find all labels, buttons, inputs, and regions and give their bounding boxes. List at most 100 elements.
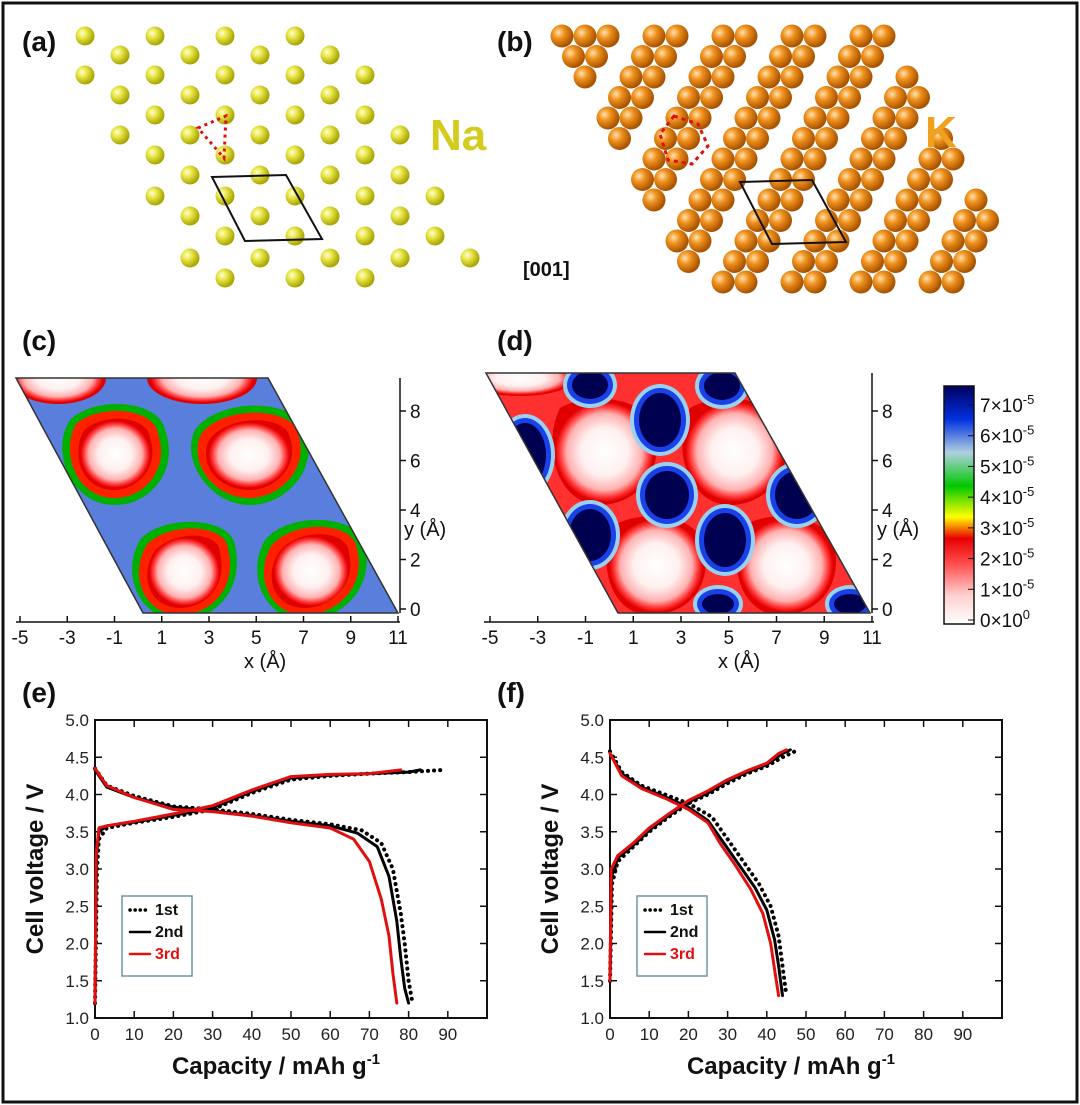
- colorbar-tick-label: 2×10-5: [980, 546, 1034, 571]
- legend-label-2nd: 2nd: [670, 924, 698, 941]
- k-atom: [792, 45, 815, 68]
- y-tick-label: 2.5: [65, 897, 89, 916]
- colorbar-tick-label: 7×10-5: [980, 392, 1034, 417]
- k-atom: [769, 209, 792, 232]
- k-atom: [976, 209, 999, 232]
- na-unit-cell: [210, 173, 324, 243]
- na-atom: [285, 268, 305, 288]
- k-atom: [642, 188, 666, 212]
- na-atom: [425, 226, 445, 246]
- k-atom: [895, 188, 919, 212]
- d-x-tick-label: 5: [723, 628, 734, 649]
- x-tick-label: 90: [953, 1025, 972, 1044]
- k-atom: [838, 168, 861, 191]
- k-unit-cell: [738, 178, 848, 246]
- na-atom: [215, 226, 235, 246]
- k-atom: [907, 86, 930, 109]
- c-x-tick-label: 1: [156, 628, 167, 649]
- k-atom: [884, 209, 907, 232]
- na-atom: [390, 125, 410, 145]
- series-3rd-line: [608, 752, 781, 998]
- k-lattice: [550, 24, 999, 294]
- k-atom: [711, 270, 735, 294]
- k-atom: [780, 270, 804, 294]
- k-atom: [895, 106, 919, 130]
- colorbar: 7×10-5 6×10-5 5×10-5 4×10-5 3×10-5 2×10-5 1×10…: [943, 385, 1034, 632]
- k-atom: [815, 250, 838, 273]
- d-x-tick-label: 1: [628, 628, 639, 649]
- na-element-label: Na: [430, 111, 487, 160]
- x-tick-label: 0: [90, 1025, 99, 1044]
- c-x-tick-label: -1: [106, 628, 123, 649]
- na-atom: [145, 65, 165, 85]
- y-axis-label: Cell voltage / V: [22, 784, 49, 955]
- na-atom: [180, 248, 200, 268]
- na-atom: [180, 165, 200, 185]
- k-atom: [826, 229, 850, 253]
- d-x-axis-label: x (Å): [718, 650, 760, 673]
- k-atom: [596, 24, 620, 48]
- k-atom: [573, 65, 597, 89]
- chart-e: 0 10 20 30 40 50 60 70 80 90 1.0 1.5 2.0 2.5 3.0 3.5 4.0…: [22, 711, 488, 1080]
- k-atom: [803, 147, 827, 171]
- x-tick-label: 90: [438, 1025, 457, 1044]
- na-lattice: [75, 26, 480, 288]
- direction-label: [001]: [523, 259, 570, 281]
- k-atom: [849, 65, 873, 89]
- k-atom: [688, 65, 712, 89]
- na-atom: [355, 226, 375, 246]
- density-hole: [702, 594, 734, 613]
- k-atom: [918, 147, 942, 171]
- d-x-tick-label: -5: [482, 628, 499, 649]
- k-atom: [930, 168, 953, 191]
- k-atom: [757, 229, 781, 253]
- na-atom: [215, 26, 235, 46]
- panel-a-label: (a): [22, 26, 56, 57]
- density-hole: [704, 513, 746, 567]
- d-x-tick-label: -3: [529, 628, 546, 649]
- k-atom: [711, 188, 735, 212]
- k-atom: [861, 250, 884, 273]
- k-atom: [780, 188, 804, 212]
- k-atom: [677, 250, 700, 273]
- k-atom: [631, 86, 654, 109]
- legend-label-3rd: 3rd: [155, 946, 180, 963]
- panel-b-label: (b): [497, 26, 533, 57]
- k-atom: [596, 106, 620, 130]
- k-atom: [826, 65, 850, 89]
- k-atom: [723, 168, 746, 191]
- k-atom: [941, 147, 965, 171]
- panel-d-label: (d): [497, 325, 533, 356]
- c-x-tick-label: -3: [59, 628, 76, 649]
- panel-f: (f) 0 10 20 30 40 50 60 70 80 90 1.0 1.5 2.0 2.5 3.0 3.…: [497, 677, 1003, 1080]
- c-x-tick-label: 3: [204, 628, 215, 649]
- k-atom: [907, 209, 930, 232]
- na-atom: [215, 65, 235, 85]
- na-atom: [320, 248, 340, 268]
- k-atom: [780, 24, 804, 48]
- na-atom: [110, 125, 130, 145]
- k-atom: [953, 250, 976, 273]
- k-atom: [700, 86, 723, 109]
- k-atom: [838, 86, 861, 109]
- k-atom: [769, 45, 792, 68]
- k-atom: [803, 106, 827, 130]
- na-atom: [460, 248, 480, 268]
- colorbar-ticks: 7×10-5 6×10-5 5×10-5 4×10-5 3×10-5 2×10-5 1×10…: [968, 392, 1034, 632]
- na-atom: [75, 65, 95, 85]
- c-y-tick-label: 8: [410, 402, 421, 423]
- k-atom: [608, 127, 631, 150]
- na-atom: [285, 105, 305, 125]
- na-atom: [355, 186, 375, 206]
- k-atom: [562, 45, 585, 68]
- k-atom: [619, 106, 643, 130]
- na-atom: [145, 105, 165, 125]
- c-y-tick-label: 6: [410, 452, 421, 473]
- k-atom: [677, 209, 700, 232]
- na-atom: [390, 248, 410, 268]
- k-atom: [780, 65, 804, 89]
- k-hexagon-site: [658, 114, 710, 166]
- series-3rd-line: [608, 748, 788, 983]
